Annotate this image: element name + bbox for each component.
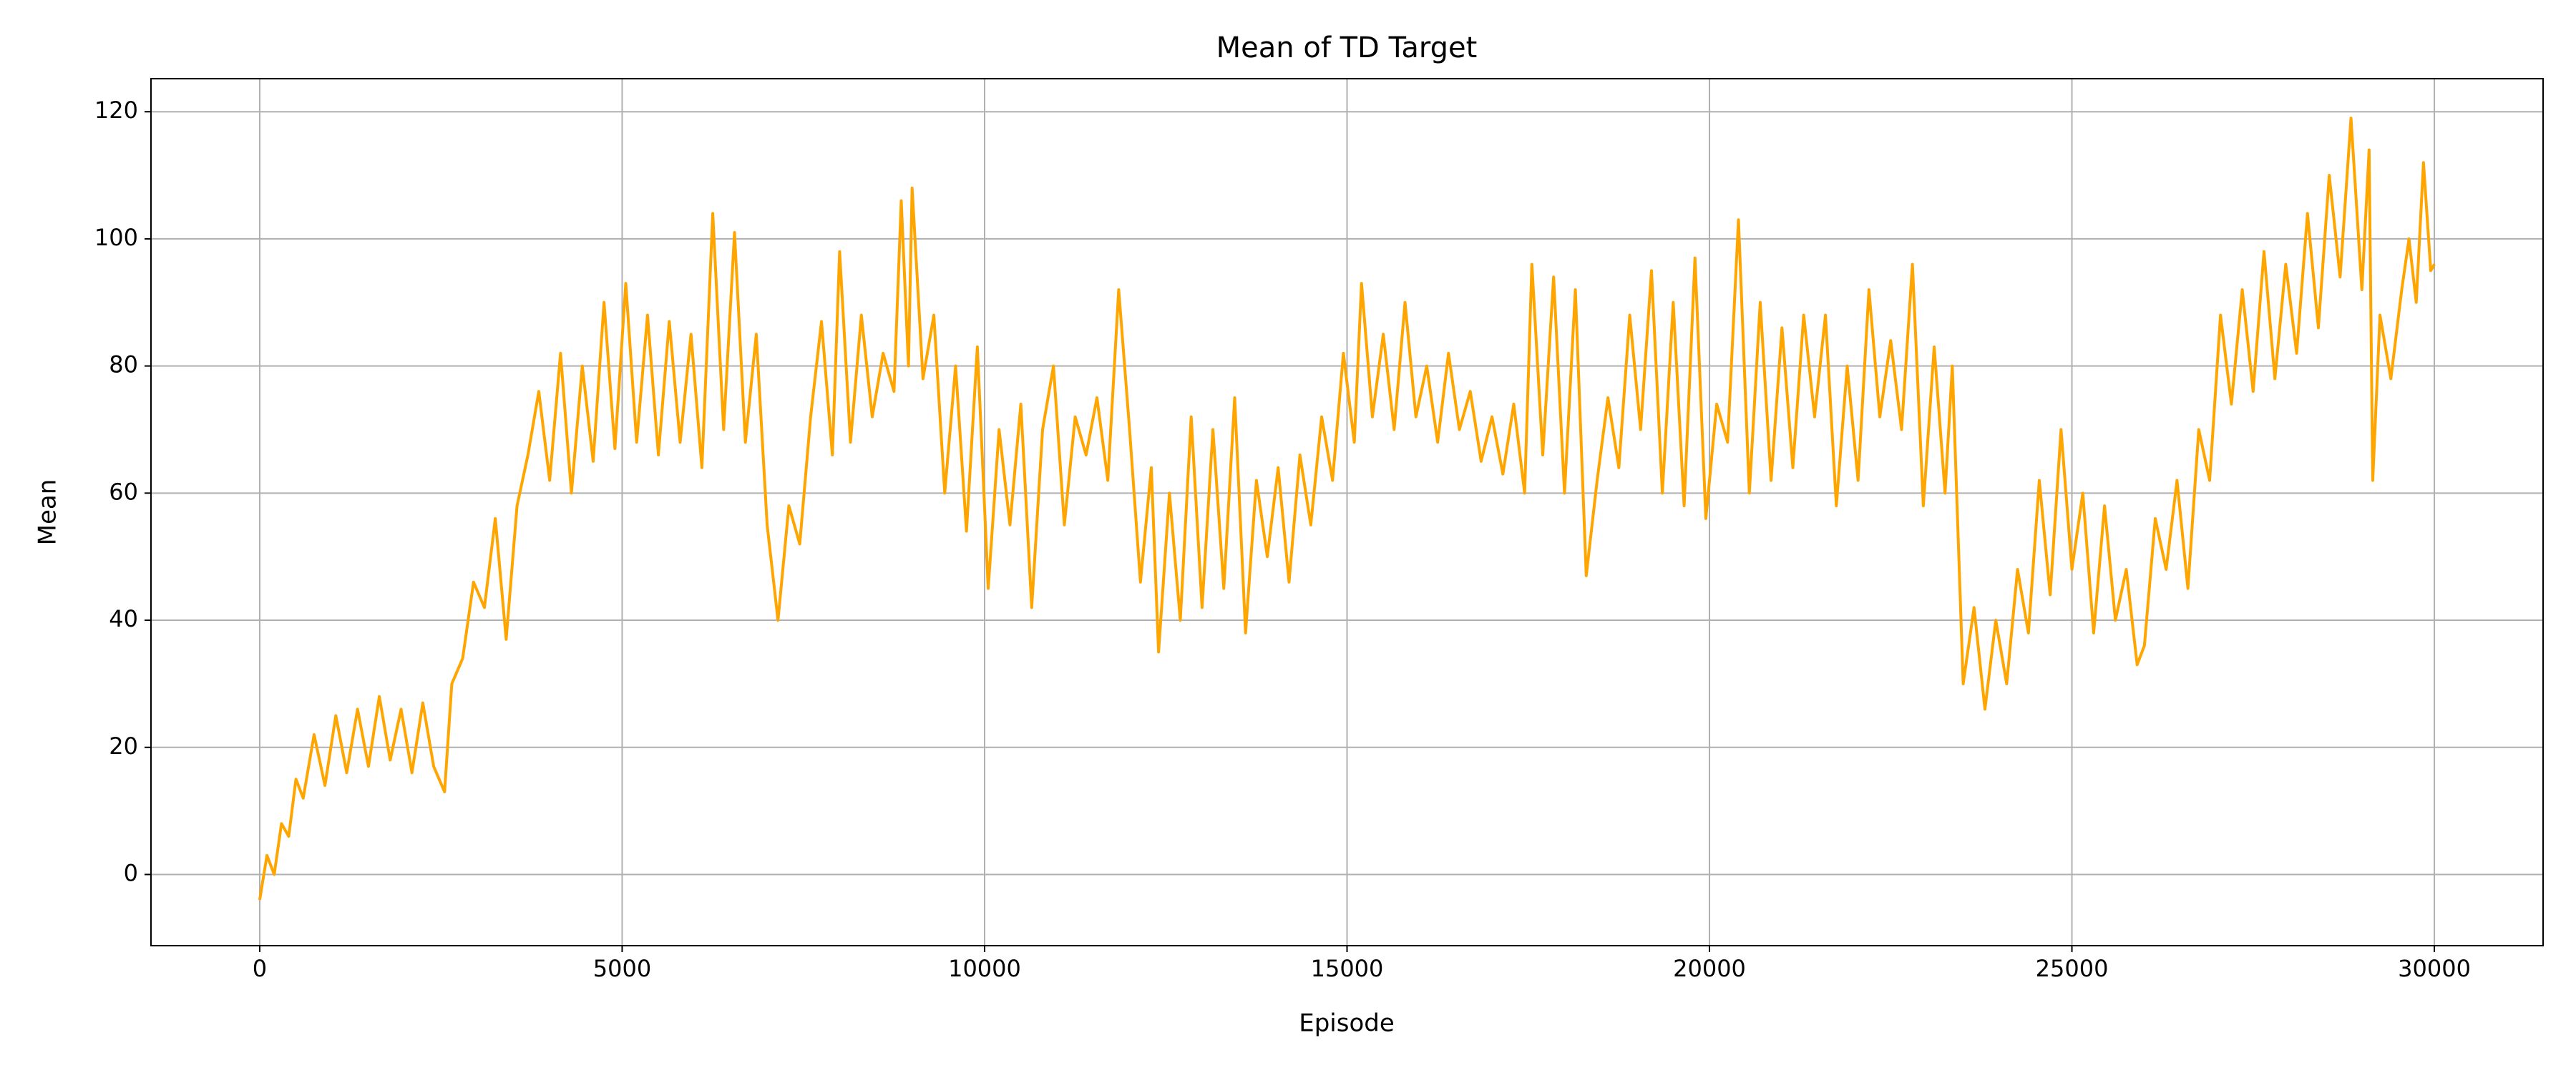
chart-title: Mean of TD Target xyxy=(1216,31,1478,64)
y-tick-label: 20 xyxy=(109,733,138,760)
y-tick-label: 120 xyxy=(94,97,138,124)
x-tick-label: 20000 xyxy=(1673,955,1746,982)
x-tick-label: 5000 xyxy=(593,955,651,982)
plot-frame xyxy=(150,78,2544,946)
x-tick-label: 30000 xyxy=(2398,955,2471,982)
y-axis-label: Mean xyxy=(34,479,62,546)
x-tick-label: 10000 xyxy=(948,955,1021,982)
data-line xyxy=(258,117,2436,901)
x-tick-label: 0 xyxy=(253,955,267,982)
y-tick-label: 80 xyxy=(109,351,138,378)
y-tick-label: 100 xyxy=(94,224,138,251)
y-tick-label: 0 xyxy=(124,859,138,886)
y-tick-label: 40 xyxy=(109,605,138,632)
y-tick-label: 60 xyxy=(109,478,138,505)
x-axis-label: Episode xyxy=(1299,1009,1395,1038)
x-tick-label: 15000 xyxy=(1311,955,1384,982)
x-tick-label: 25000 xyxy=(2036,955,2109,982)
